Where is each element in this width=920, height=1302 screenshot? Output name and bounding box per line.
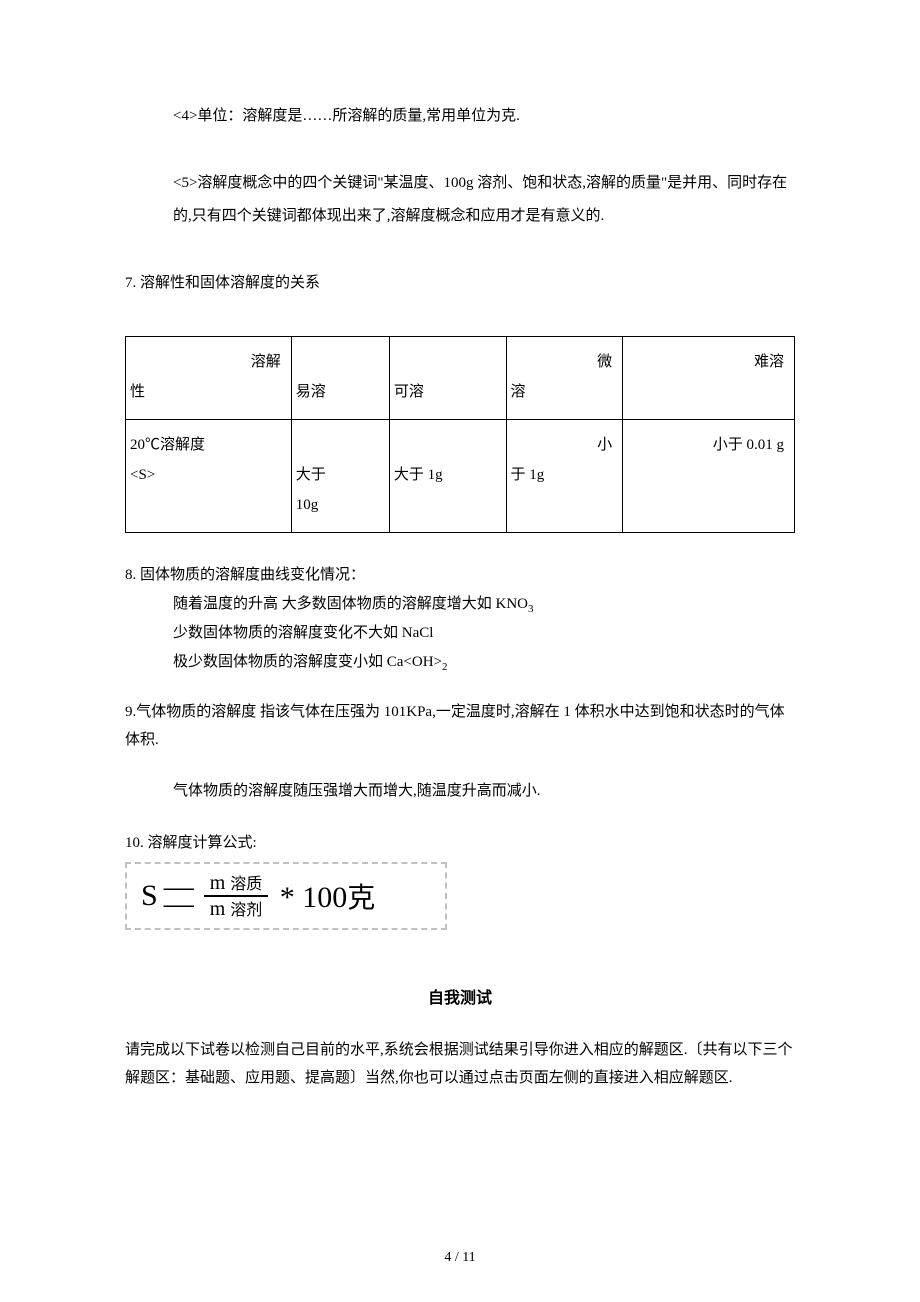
subscript: 2: [442, 661, 448, 673]
text: 极少数固体物质的溶解度变小如 Ca<OH>: [173, 654, 442, 670]
subscript: 3: [528, 603, 534, 615]
section-8-title: 8. 固体物质的溶解度曲线变化情况：: [125, 561, 795, 590]
fraction-numerator: m 溶质: [204, 871, 269, 895]
section-8-line3: 极少数固体物质的溶解度变小如 Ca<OH>2: [125, 648, 795, 678]
cell-text: 可溶: [394, 384, 424, 400]
formula-S: S: [141, 879, 158, 913]
cell-text: 大于 1g: [394, 467, 443, 483]
formula-tail-num: * 100: [280, 881, 348, 914]
section-9b: 气体物质的溶解度随压强增大而增大,随温度升高而减小.: [125, 777, 795, 806]
cell-text: 20℃溶解度: [130, 437, 205, 453]
formula-bot-cn: 溶剂: [230, 902, 262, 919]
cell-text: 溶解: [130, 347, 287, 377]
section-8-line1: 随着温度的升高 大多数固体物质的溶解度增大如 KNO3: [125, 590, 795, 620]
cell-r2-c3: 大于 1g: [389, 420, 506, 533]
section-8: 8. 固体物质的溶解度曲线变化情况： 随着温度的升高 大多数固体物质的溶解度增大…: [125, 561, 795, 678]
cell-text: <S>: [130, 467, 155, 483]
fraction-denominator: m 溶剂: [204, 897, 269, 921]
solubility-table: 溶解 性 易溶 可溶 微 溶 难溶 20℃溶解度 <S> 大于 10g 大于 1…: [125, 336, 795, 533]
paragraph-5: <5>溶解度概念中的四个关键词"某温度、100g 溶剂、饱和状态,溶解的质量"是…: [125, 167, 795, 233]
text: 随着温度的升高 大多数固体物质的溶解度增大如 KNO: [173, 596, 528, 612]
footer-paragraph: 请完成以下试卷以检测自己目前的水平,系统会根据测试结果引导你进入相应的解题区.〔…: [125, 1036, 795, 1093]
section-10-title: 10. 溶解度计算公式:: [125, 829, 795, 858]
table-row: 溶解 性 易溶 可溶 微 溶 难溶: [126, 337, 795, 420]
formula-tail: * 100克: [272, 876, 375, 916]
cell-text: 微: [511, 347, 619, 377]
cell-text: 于 1g: [511, 467, 545, 483]
formula-tail-cn: 克: [347, 883, 375, 914]
cell-text: 溶: [511, 384, 526, 400]
cell-r1-c5: 难溶: [623, 337, 795, 420]
formula-m: m: [210, 872, 226, 894]
section-7-title: 7. 溶解性和固体溶解度的关系: [125, 267, 795, 300]
cell-r1-c1: 溶解 性: [126, 337, 292, 420]
cell-r1-c4: 微 溶: [506, 337, 623, 420]
cell-text: 大于: [296, 467, 326, 483]
page-number: 4 / 11: [0, 1250, 920, 1266]
section-8-line2: 少数固体物质的溶解度变化不大如 NaCl: [125, 619, 795, 648]
formula-fraction: m 溶质 m 溶剂: [204, 871, 269, 921]
cell-text: 小: [511, 430, 619, 460]
section-9a: 9.气体物质的溶解度 指该气体在压强为 101KPa,一定温度时,溶解在 1 体…: [125, 698, 795, 755]
formula-box: S —— m 溶质 m 溶剂 * 100克: [125, 862, 447, 930]
paragraph-4: <4>单位：溶解度是……所溶解的质量,常用单位为克.: [125, 100, 795, 133]
cell-text: 性: [130, 384, 145, 400]
cell-r2-c2: 大于 10g: [291, 420, 389, 533]
cell-r2-c5: 小于 0.01 g: [623, 420, 795, 533]
cell-r1-c2: 易溶: [291, 337, 389, 420]
table-row: 20℃溶解度 <S> 大于 10g 大于 1g 小 于 1g 小于 0.01 g: [126, 420, 795, 533]
cell-text: 10g: [296, 497, 319, 513]
self-test-heading: 自我测试: [125, 984, 795, 1008]
formula-top-cn: 溶质: [230, 876, 262, 893]
cell-text: 易溶: [296, 384, 326, 400]
cell-r2-c1: 20℃溶解度 <S>: [126, 420, 292, 533]
formula-equals: ——: [164, 879, 194, 912]
cell-r1-c3: 可溶: [389, 337, 506, 420]
cell-r2-c4: 小 于 1g: [506, 420, 623, 533]
formula-m: m: [210, 898, 226, 920]
